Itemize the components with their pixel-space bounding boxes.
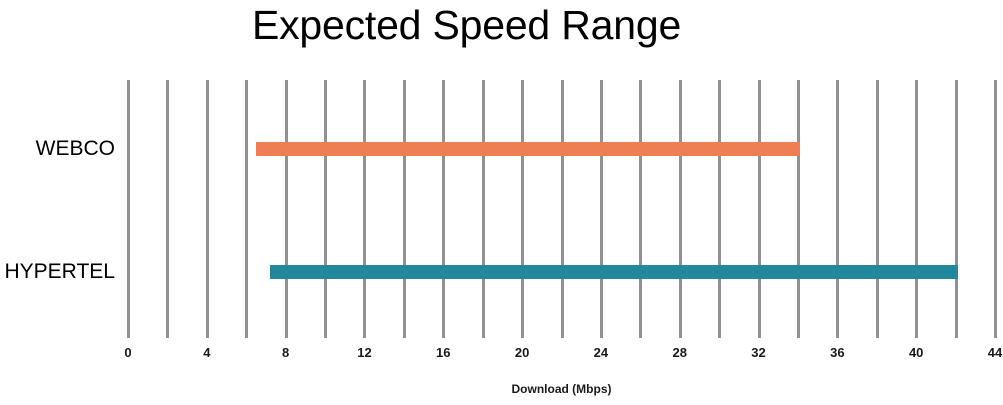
x-tick-label: 36 [830,345,845,360]
gridline [915,80,919,338]
x-tick-label: 12 [357,345,372,360]
x-tick-label: 28 [672,345,687,360]
gridline [324,80,328,338]
gridline [678,80,682,338]
gridline [363,80,367,338]
gridline [284,80,288,338]
gridline [245,80,249,338]
gridline [442,80,446,338]
gridline [954,80,958,338]
gridline [402,80,406,338]
x-tick-label: 44 [987,345,1003,360]
x-tick-label: 40 [908,345,924,360]
gridline [481,80,485,338]
gridline [875,80,879,338]
gridline [599,80,603,338]
gridline [718,80,722,338]
x-tick-label: 20 [514,345,530,360]
gridline [757,80,761,338]
x-tick-label: 4 [203,345,211,360]
category-label-hypertel: HYPERTEL [4,260,116,283]
gridline [639,80,643,338]
x-tick-label: 32 [751,345,766,360]
gridline [994,80,997,338]
x-tick-label: 8 [282,345,290,360]
x-tick-label: 0 [124,345,132,360]
chart-title: Expected Speed Range [251,2,682,48]
plot-area [127,80,997,338]
category-label-webco: WEBCO [35,137,115,160]
gridline [166,80,170,338]
x-tick-label: 24 [593,345,609,360]
range-bar-hypertel[interactable] [269,265,958,279]
range-bar-webco[interactable] [256,142,800,156]
x-tick-label: 16 [436,345,451,360]
gridline [127,80,130,338]
gridline [836,80,840,338]
gridline [560,80,564,338]
gridline [796,80,800,338]
x-axis-title: Download (Mbps) [511,382,612,396]
gridline [521,80,525,338]
gridline [205,80,209,338]
